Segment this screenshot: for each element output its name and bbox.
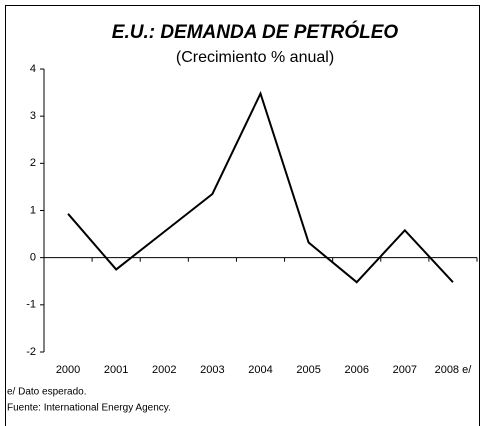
y-tick-label: 1 [30, 204, 36, 216]
y-tick-label: 4 [30, 63, 36, 75]
note: Fuente: International Energy Agency. [7, 403, 171, 414]
chart-title: E.U.: DEMANDA DE PETRÓLEO [112, 21, 399, 43]
y-tick-label: 2 [30, 157, 36, 169]
y-tick-label: 0 [30, 252, 36, 264]
frame [5, 5, 480, 426]
x-tick-label: 2001 [104, 364, 128, 376]
x-tick-label: 2006 [344, 364, 368, 376]
y-tick-label: 3 [30, 110, 36, 122]
note: e/ Dato esperado. [7, 387, 87, 398]
x-tick-label: 2003 [200, 364, 224, 376]
x-tick-label: 2000 [56, 364, 80, 376]
y-tick-label: -2 [26, 346, 36, 358]
x-tick-label: 2002 [152, 364, 176, 376]
x-tick-label: 2007 [393, 364, 417, 376]
x-tick-label: 2005 [296, 364, 320, 376]
line [67, 90, 454, 284]
x-tick-label: 2008 e/ [435, 364, 473, 376]
x-tick-label: 2004 [248, 364, 272, 376]
y-tick-label: -1 [26, 299, 36, 311]
chart-subtitle: (Crecimiento % anual) [176, 49, 334, 66]
